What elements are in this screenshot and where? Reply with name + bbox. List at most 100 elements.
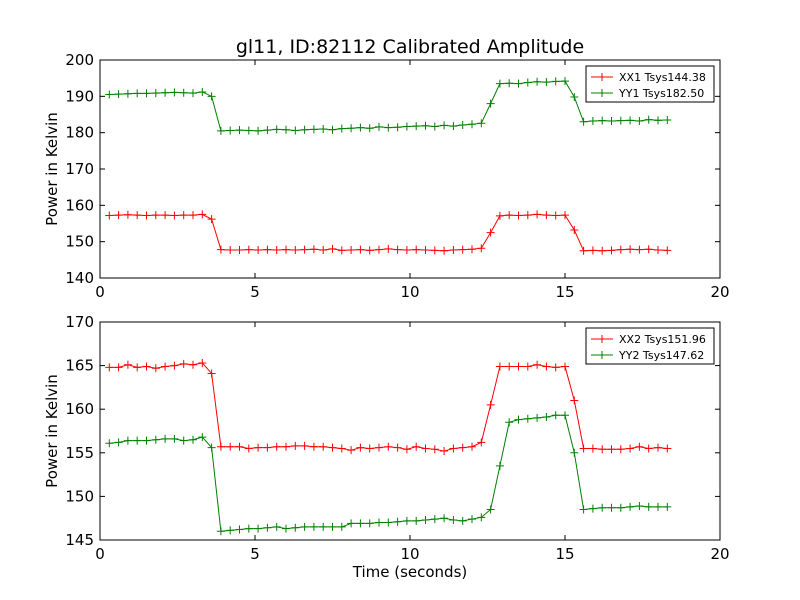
data-point	[644, 115, 653, 124]
data-point	[263, 523, 272, 532]
data-point	[654, 116, 662, 125]
data-point	[588, 444, 597, 453]
data-point	[309, 522, 318, 531]
data-point	[495, 79, 504, 88]
data-point	[347, 246, 356, 255]
data-point	[486, 228, 495, 237]
x-tick-label: 15	[555, 283, 574, 301]
data-point	[207, 215, 216, 224]
data-point	[654, 443, 662, 452]
data-point	[114, 363, 123, 372]
data-point	[142, 89, 151, 98]
legend-label: XX2 Tsys151.96	[619, 333, 706, 346]
data-point	[189, 360, 197, 369]
legend: XX2 Tsys151.96 YY2 Tsys147.62	[585, 327, 715, 365]
data-point	[263, 126, 272, 135]
data-point	[570, 226, 579, 235]
data-point	[440, 514, 449, 523]
data-point	[486, 505, 495, 514]
data-point	[105, 211, 114, 220]
data-point	[412, 122, 421, 131]
data-point	[412, 516, 421, 525]
data-point	[347, 519, 356, 528]
data-point	[365, 124, 374, 133]
data-point	[179, 359, 188, 368]
data-point	[458, 245, 467, 254]
data-point	[588, 117, 597, 126]
data-point	[402, 445, 411, 454]
data-point	[505, 79, 514, 88]
data-point	[514, 362, 523, 371]
legend-swatch-marker	[598, 351, 606, 359]
data-point	[412, 245, 421, 254]
data-point	[105, 439, 114, 448]
data-point	[161, 211, 170, 220]
data-point	[598, 503, 607, 512]
data-point	[468, 515, 476, 524]
data-point	[430, 122, 439, 131]
data-point	[319, 246, 328, 255]
data-point	[263, 245, 272, 254]
y-axis-label: Power in Kelvin	[43, 112, 61, 226]
x-tick-label: 10	[400, 545, 419, 563]
data-point	[347, 124, 356, 133]
data-point	[523, 414, 532, 423]
data-point	[235, 246, 244, 255]
data-point	[282, 524, 290, 533]
data-point	[133, 436, 142, 445]
data-point	[542, 413, 551, 422]
data-point	[365, 246, 374, 255]
data-point	[235, 442, 244, 451]
data-point	[607, 503, 616, 512]
data-point	[123, 89, 132, 98]
data-point	[598, 445, 607, 454]
data-point	[226, 442, 235, 451]
data-point	[449, 444, 458, 453]
data-point	[495, 461, 504, 470]
y-axis-label: Power in Kelvin	[43, 374, 61, 488]
data-point	[626, 245, 635, 254]
y-tick-label: 145	[65, 531, 94, 549]
data-point	[402, 246, 411, 255]
data-point	[375, 245, 383, 254]
data-point	[663, 115, 672, 124]
data-point	[272, 125, 281, 134]
data-point	[365, 519, 374, 528]
data-point	[254, 126, 263, 135]
data-point	[328, 522, 337, 531]
data-point	[579, 444, 588, 453]
data-point	[626, 502, 635, 511]
data-point	[133, 89, 142, 98]
data-point	[616, 445, 625, 454]
data-point	[561, 411, 569, 420]
data-point	[337, 522, 346, 531]
data-point	[654, 246, 662, 255]
data-point	[170, 361, 179, 370]
legend-box	[585, 65, 715, 103]
data-point	[114, 211, 123, 220]
data-point	[244, 245, 253, 254]
data-point	[198, 210, 207, 219]
data-point	[272, 442, 281, 451]
data-point	[254, 443, 263, 452]
data-point	[551, 77, 560, 86]
data-point	[356, 519, 365, 528]
data-point	[542, 362, 551, 371]
data-point	[105, 90, 114, 99]
data-point	[402, 122, 411, 131]
data-point	[216, 245, 225, 254]
data-point	[263, 443, 272, 452]
data-point	[468, 120, 476, 129]
data-point	[216, 442, 225, 451]
data-point	[663, 444, 672, 453]
top-panel: 0 5 10 15 20 140 150 160 170 180 190 200 Power in Ke…	[43, 51, 730, 301]
data-point	[272, 246, 281, 255]
data-point	[393, 443, 402, 452]
data-point	[123, 436, 132, 445]
data-point	[309, 125, 318, 134]
data-point	[551, 363, 560, 372]
data-point	[616, 503, 625, 512]
data-point	[561, 77, 569, 86]
data-point	[189, 89, 197, 98]
data-point	[449, 515, 458, 524]
